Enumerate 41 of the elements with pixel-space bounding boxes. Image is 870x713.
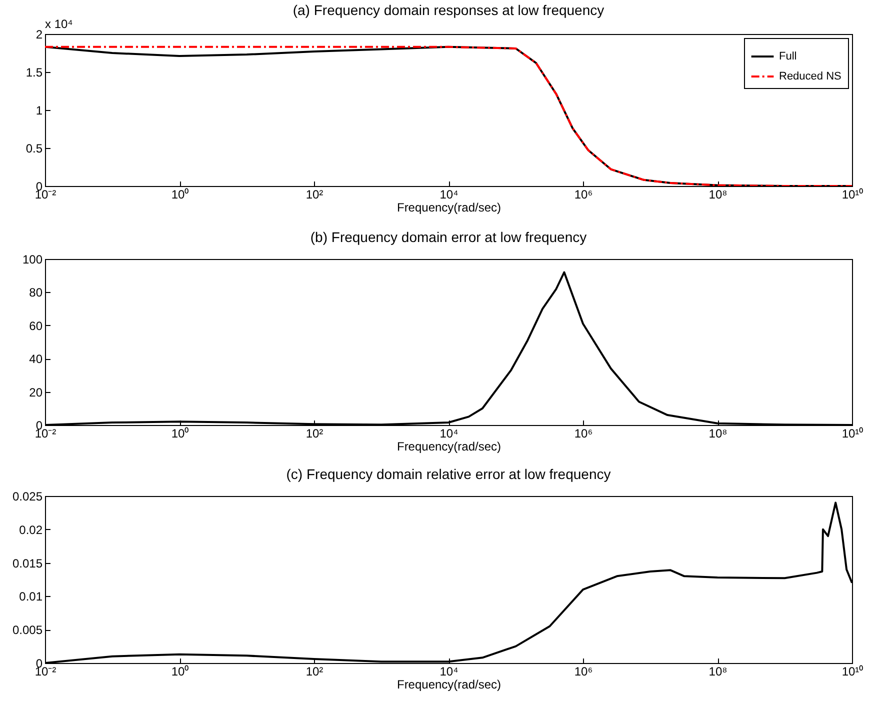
- x-tick-label: 10²: [306, 188, 324, 202]
- x-tick-label: 10⁸: [708, 664, 728, 678]
- x-tick-label: 10⁶: [574, 188, 593, 202]
- x-axis-title: Frequency(rad/sec): [396, 678, 502, 692]
- y-tick-label: 100: [22, 252, 43, 266]
- y-tick-label: 40: [29, 352, 43, 366]
- legend-label: Reduced NS: [779, 70, 842, 82]
- x-tick-label: 10⁴: [440, 426, 458, 440]
- x-tick-label: 10⁰: [171, 426, 189, 440]
- x-tick-label: 10⁴: [440, 188, 458, 202]
- x-tick-label: 10⁴: [440, 664, 458, 678]
- y-tick-label: 80: [29, 286, 43, 300]
- x-tick-label: 10⁶: [574, 426, 593, 440]
- y-tick-label: 0.01: [19, 590, 43, 604]
- x-tick-label: 10⁸: [708, 188, 728, 202]
- chart-title: (a) Frequency domain responses at low frequency: [292, 2, 604, 18]
- x-tick-label: 10¹⁰: [842, 188, 864, 202]
- x-tick-label: 10²: [306, 426, 324, 440]
- y-tick-label: 0.02: [19, 522, 43, 537]
- x-tick-label: 10²: [306, 664, 324, 678]
- y-tick-label: 0.015: [12, 556, 43, 570]
- y-tick-label: 20: [29, 385, 43, 400]
- y-tick-label: 2: [36, 28, 43, 42]
- y-tick-label: 1.5: [26, 66, 43, 80]
- x-axis-title: Frequency(rad/sec): [396, 200, 502, 214]
- chart-title: (b) Frequency domain error at low frequency: [310, 229, 587, 245]
- x-tick-label: 10¹⁰: [842, 664, 864, 678]
- y-tick-label: 0.025: [12, 490, 43, 504]
- x-tick-label: 10⁸: [708, 426, 728, 440]
- y-tick-label: 0.005: [12, 623, 43, 638]
- chart-title: (c) Frequency domain relative error at low frequency: [286, 466, 611, 482]
- y-tick-label: 60: [29, 318, 43, 333]
- y-tick-label: 0.5: [26, 142, 43, 156]
- text: x 10⁴: [45, 17, 73, 31]
- y-tick-label: 1: [36, 104, 43, 118]
- x-axis-title: Frequency(rad/sec): [396, 440, 502, 454]
- x-tick-label: 10⁰: [171, 664, 189, 678]
- x-tick-label: 10⁰: [171, 188, 189, 202]
- x-tick-label: 10⁶: [574, 664, 593, 678]
- legend-label: Full: [779, 50, 797, 62]
- x-tick-label: 10¹⁰: [842, 426, 864, 440]
